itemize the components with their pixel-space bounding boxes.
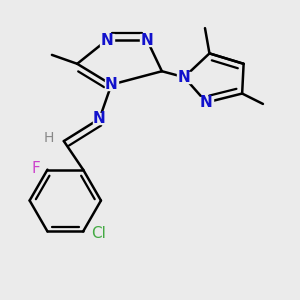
Bar (100, 34, 114, 46)
Text: N: N (93, 111, 106, 126)
Text: N: N (105, 77, 118, 92)
Text: Cl: Cl (91, 226, 106, 241)
Bar (140, 34, 154, 46)
Bar (105, 79, 118, 90)
Text: N: N (178, 70, 190, 85)
Text: F: F (31, 161, 40, 176)
Text: N: N (141, 32, 153, 47)
Text: H: H (43, 130, 53, 145)
Bar (178, 71, 191, 83)
Bar (200, 97, 213, 108)
Bar (93, 113, 106, 124)
Text: N: N (200, 95, 213, 110)
Bar (43, 132, 55, 141)
Text: N: N (100, 32, 113, 47)
